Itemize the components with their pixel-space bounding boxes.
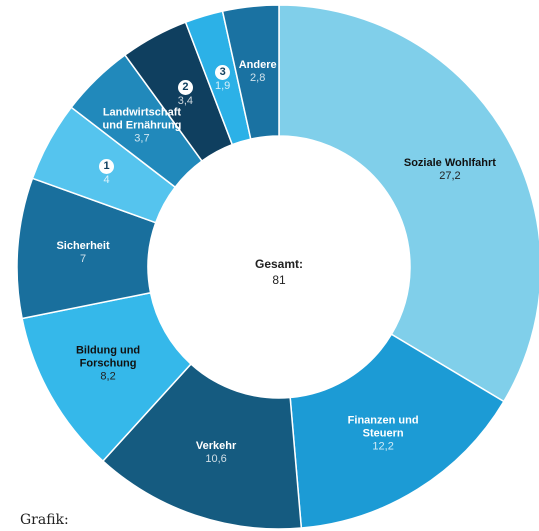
footer: Grafik: [20,512,69,528]
value-label: 3,7 [134,132,150,145]
slice-label: 2 3,4 [130,80,240,108]
value-label: 2,8 [250,71,266,84]
slice-label: Soziale Wohlfahrt 27,2 [395,157,505,183]
badge: 3 [215,64,231,80]
slice [278,4,539,403]
slice-label: 3 1,9 [168,64,278,93]
value-label: 4 [103,173,110,186]
center-title: Gesamt: [254,257,304,271]
category-label: Sicherheit [56,239,110,252]
value-label: 8,2 [100,370,116,383]
category-label: Verkehr [195,440,237,453]
value-label: 7 [79,252,87,265]
center-total: 81 [272,273,286,287]
badge: 2 [177,80,193,96]
category-label: Bildung und Forschung [75,344,141,370]
slice-label: Finanzen und Steuern 12,2 [328,414,438,453]
value-label: 3,4 [177,95,194,108]
slice-label: Landwirtschaft und Ernährung 3,7 [94,107,189,146]
badge: 1 [99,158,115,174]
value-label: 12,2 [372,440,394,453]
slice-label: Verkehr 10,6 [161,440,271,466]
slice [289,333,505,529]
category-label: Finanzen und Steuern [347,414,419,440]
slice-label: Bildung und Forschung 8,2 [53,344,163,383]
slice-label: Sicherheit 7 [28,240,138,266]
value-label: 27,2 [439,170,461,183]
slice-label: Andere 2,8 [203,59,313,85]
center-label: Gesamt: 81 [255,256,303,288]
category-label: Landwirtschaft und Ernährung [102,106,182,132]
category-label: Soziale Wohlfahrt [403,157,496,170]
category-label: Andere [238,58,277,71]
slice [221,4,280,140]
value-label: 1,9 [214,79,231,92]
value-label: 10,6 [205,453,227,466]
